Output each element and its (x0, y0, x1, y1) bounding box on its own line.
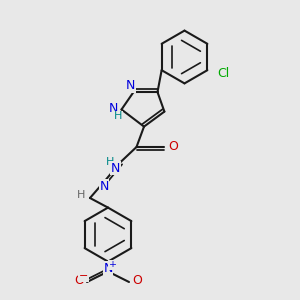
Text: O: O (74, 274, 84, 287)
Text: N: N (126, 79, 135, 92)
Text: +: + (109, 260, 116, 269)
Text: O: O (132, 274, 142, 287)
Text: O: O (168, 140, 178, 153)
Text: −: − (79, 271, 88, 281)
Text: Cl: Cl (217, 67, 229, 80)
Text: H: H (106, 157, 114, 167)
Text: H: H (114, 111, 123, 121)
Text: N: N (99, 180, 109, 193)
Text: H: H (77, 190, 85, 200)
Text: N: N (108, 102, 118, 115)
Text: N: N (103, 262, 113, 275)
Text: N: N (110, 161, 120, 175)
